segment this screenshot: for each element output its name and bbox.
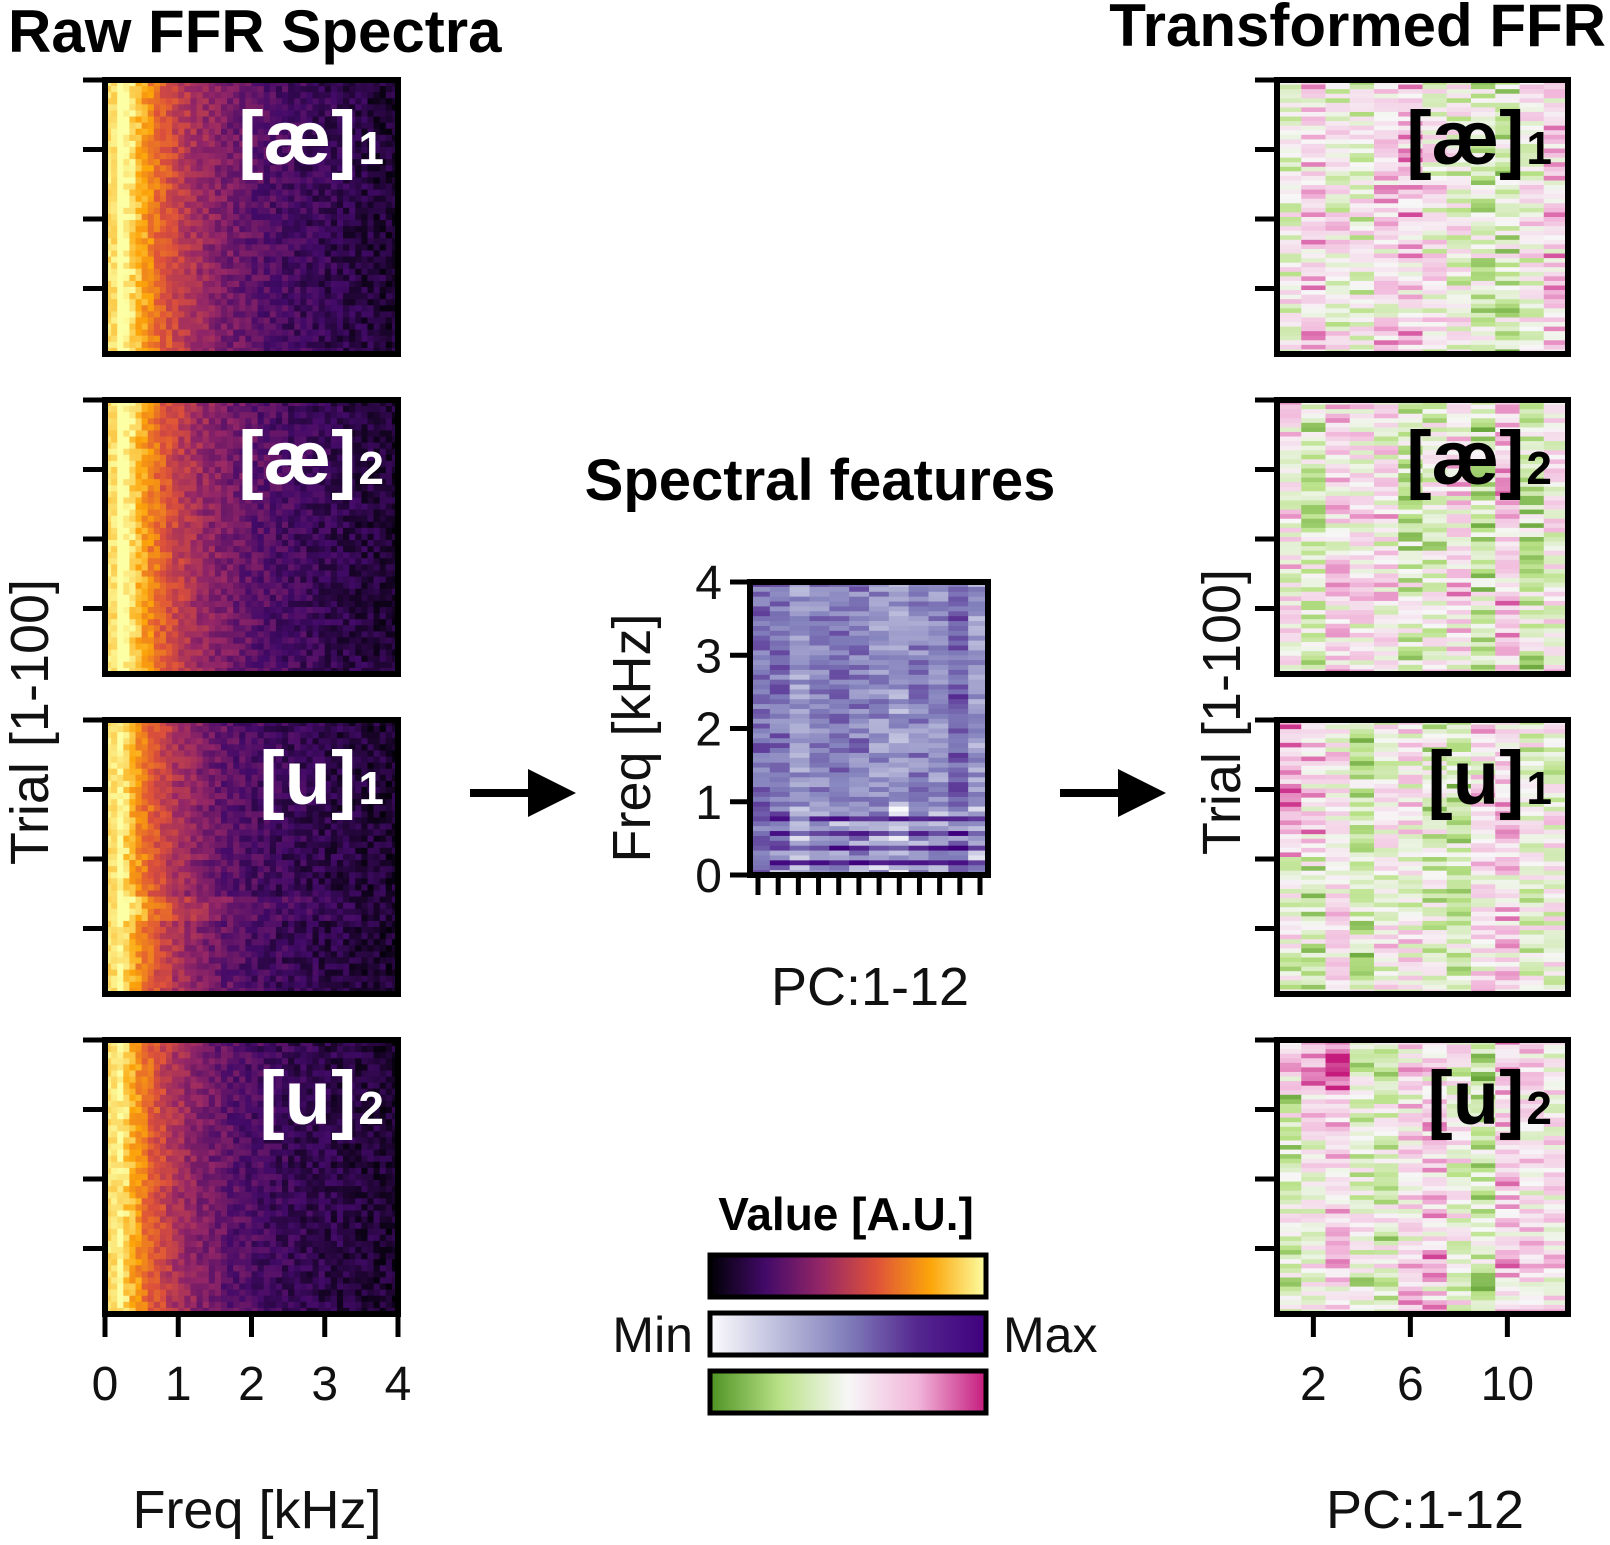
raw-spectrum-panel: [u]1 xyxy=(83,720,399,995)
transformed-title: Transformed FFR xyxy=(1109,0,1606,59)
transformed-panel: [u]2 xyxy=(1255,1040,1569,1315)
x-tick-label: 10 xyxy=(1481,1358,1534,1411)
colorbar-purples xyxy=(710,1313,986,1355)
transformed-panel: [æ]1 xyxy=(1255,80,1569,355)
colorbar-piyg xyxy=(710,1371,986,1413)
transformed-panel: [æ]2 xyxy=(1255,400,1569,675)
transformed-x-axis: 2 6 10 xyxy=(1300,1317,1534,1411)
x-tick-label: 2 xyxy=(238,1358,265,1411)
colorbar-min-label: Min xyxy=(612,1307,693,1363)
x-tick-label: 3 xyxy=(311,1358,338,1411)
x-tick-label: 4 xyxy=(385,1358,412,1411)
features-y-axis-label: Freq [kHz] xyxy=(602,613,662,862)
x-tick-label: 0 xyxy=(92,1358,119,1411)
raw-spectrum-panel: [æ]2 xyxy=(83,400,399,675)
raw-spectrum-panel: [æ]1 xyxy=(83,80,399,355)
features-x-axis-label: PC:1-12 xyxy=(771,957,969,1017)
y-tick-label: 2 xyxy=(695,704,722,757)
heatmap-cells xyxy=(750,582,989,876)
colorbar-legend: Value [A.U.] Min Max xyxy=(612,1188,1097,1413)
y-tick-label: 1 xyxy=(695,777,722,830)
colorbar-inferno xyxy=(710,1255,986,1297)
raw-y-axis-label: Trial [1-100] xyxy=(0,579,60,865)
transformed-panel: [u]1 xyxy=(1255,720,1569,995)
y-tick-label: 4 xyxy=(695,557,722,610)
spectral-features-panel: 0 1 2 3 4 xyxy=(695,557,988,903)
x-tick-label: 6 xyxy=(1397,1358,1424,1411)
x-tick-label: 1 xyxy=(165,1358,192,1411)
y-tick-label: 0 xyxy=(695,850,722,903)
transformed-column: [æ]1 [æ]2 [u]1 [u]2 2 6 10 xyxy=(1255,80,1569,1411)
heatmap-cells xyxy=(1277,720,1569,995)
y-tick-label: 3 xyxy=(695,630,722,683)
heatmap-cells xyxy=(1277,1040,1569,1315)
raw-x-axis-label: Freq [kHz] xyxy=(132,1480,381,1540)
x-tick-label: 2 xyxy=(1300,1358,1327,1411)
transformed-y-axis-label: Trial [1-100] xyxy=(1192,569,1252,855)
spectral-features-title: Spectral features xyxy=(585,448,1056,513)
colorbar-title: Value [A.U.] xyxy=(718,1188,974,1240)
raw-spectrum-panel: [u]2 xyxy=(83,1040,399,1315)
transformed-x-axis-label: PC:1-12 xyxy=(1326,1480,1524,1540)
raw-spectra-title: Raw FFR Spectra xyxy=(8,0,502,65)
colorbar-max-label: Max xyxy=(1003,1307,1097,1363)
